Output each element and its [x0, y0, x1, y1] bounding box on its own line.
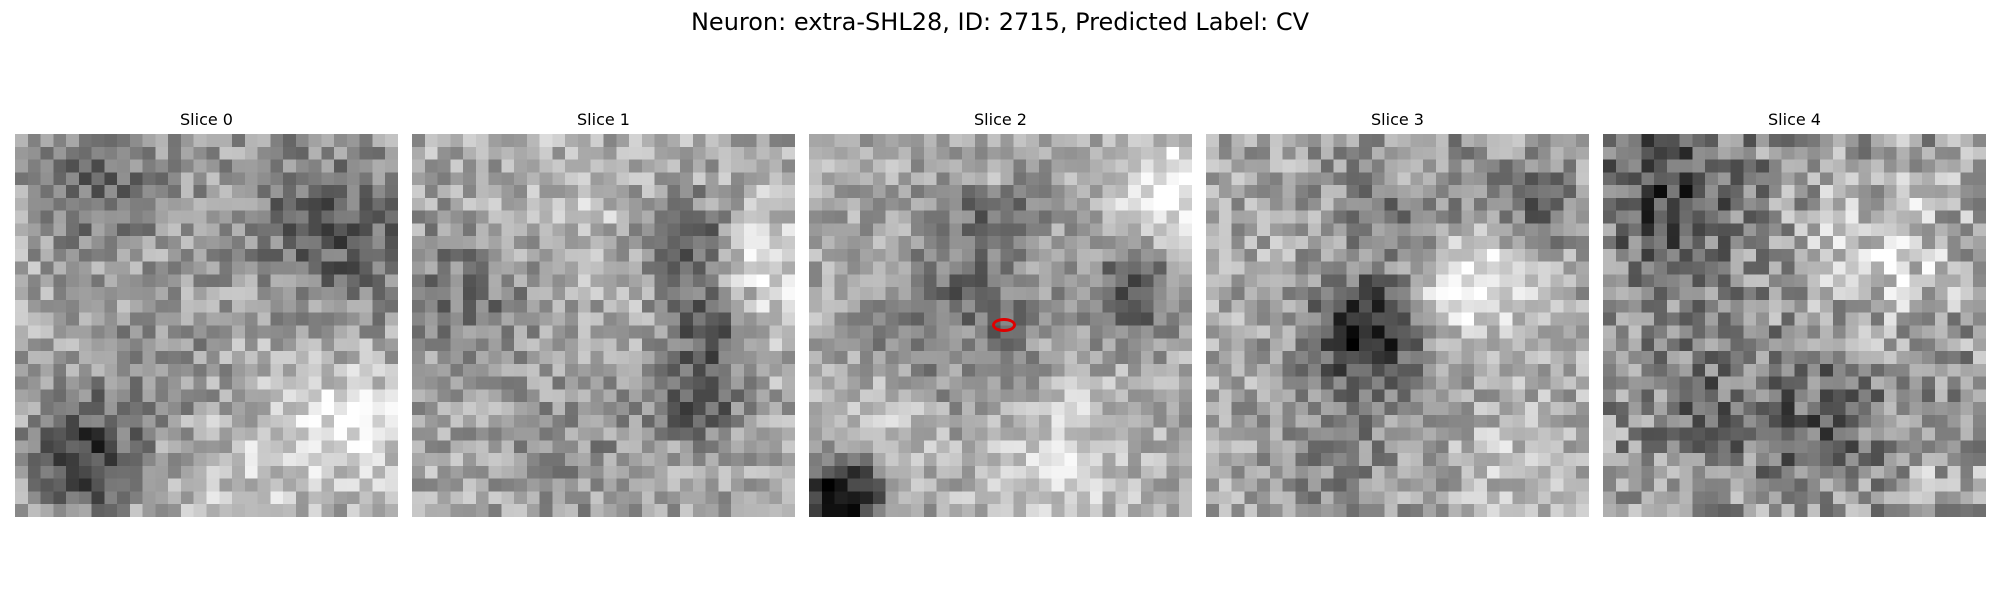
- prediction-marker: [992, 318, 1016, 332]
- slice-image: [15, 134, 398, 517]
- slice-image-canvas: [412, 134, 795, 517]
- slice-image-canvas: [1206, 134, 1589, 517]
- slice-image-canvas: [15, 134, 398, 517]
- slice-image: [1206, 134, 1589, 517]
- slice-panel-3: Slice 3: [1206, 110, 1589, 517]
- slice-title: Slice 2: [974, 110, 1027, 129]
- slice-title: Slice 3: [1371, 110, 1424, 129]
- slice-image: [1603, 134, 1986, 517]
- slice-title: Slice 4: [1768, 110, 1821, 129]
- slice-panel-0: Slice 0: [15, 110, 398, 517]
- slice-panel-1: Slice 1: [412, 110, 795, 517]
- slice-image-canvas: [1603, 134, 1986, 517]
- slice-title: Slice 0: [180, 110, 233, 129]
- slice-panel-2: Slice 2: [809, 110, 1192, 517]
- slice-panel-4: Slice 4: [1603, 110, 1986, 517]
- slice-title: Slice 1: [577, 110, 630, 129]
- slice-image: [809, 134, 1192, 517]
- slice-image: [412, 134, 795, 517]
- figure-title: Neuron: extra-SHL28, ID: 2715, Predicted…: [690, 8, 1310, 36]
